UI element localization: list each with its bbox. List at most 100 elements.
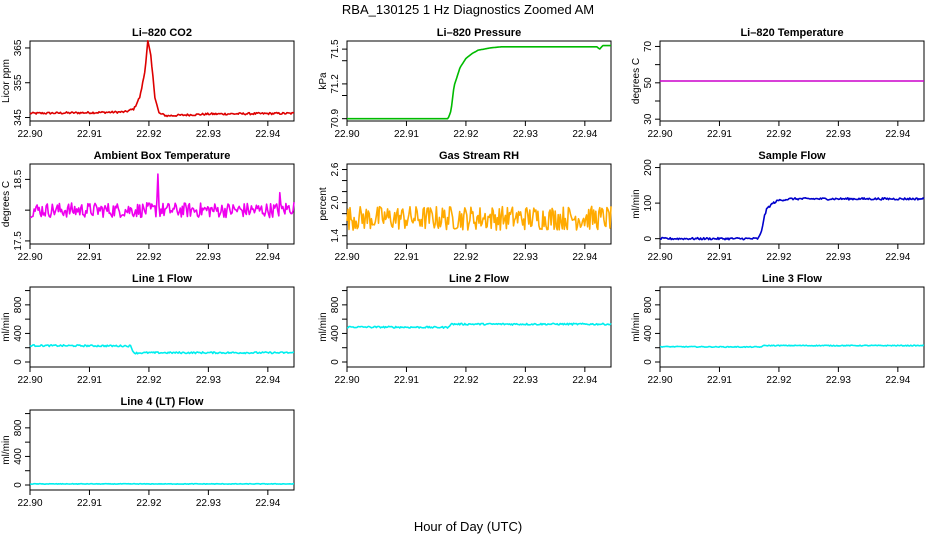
x-tick-label: 22.91 [707, 375, 732, 386]
plot-frame [659, 163, 925, 245]
x-tick-label: 22.90 [17, 498, 42, 509]
panel-title: Sample Flow [758, 150, 826, 162]
x-tick-label: 22.92 [136, 129, 161, 140]
y-tick-label: 1.4 [330, 228, 341, 242]
y-tick-label: 17.5 [13, 231, 24, 251]
series-line [29, 173, 295, 219]
x-tick-label: 22.94 [255, 498, 280, 509]
panel-title: Li–820 CO2 [132, 27, 192, 39]
x-tick-label: 22.91 [77, 375, 102, 386]
panel-8: Line 2 Flow ml/min 22.90 22.91 22.92 22.93 22.… [318, 273, 612, 386]
y-axis-label: percent [318, 187, 329, 221]
plot-frame [29, 163, 295, 245]
panel-9: Line 3 Flow ml/min 22.90 22.91 22.92 22.93 22.… [631, 273, 925, 386]
plot-frame [346, 40, 612, 122]
x-tick-label: 22.94 [255, 375, 280, 386]
x-tick-label: 22.93 [513, 375, 538, 386]
y-tick-label: 800 [330, 296, 341, 313]
panel-3: Li–820 Temperature degrees C 22.90 22.91 22.… [631, 27, 925, 140]
x-tick-label: 22.92 [453, 129, 478, 140]
x-tick-label: 22.94 [255, 129, 280, 140]
x-tick-label: 22.94 [885, 129, 910, 140]
plot-frame [346, 163, 612, 245]
x-tick-label: 22.91 [394, 252, 419, 263]
panel-title: Line 3 Flow [762, 273, 822, 285]
x-tick-label: 22.90 [334, 129, 359, 140]
y-tick-label: 2.0 [330, 195, 341, 209]
panel-10: Line 4 (LT) Flow ml/min 22.90 22.91 22.92 22.… [1, 396, 295, 509]
x-tick-label: 22.93 [513, 252, 538, 263]
y-tick-label: 0 [643, 235, 654, 241]
x-tick-label: 22.92 [136, 252, 161, 263]
x-tick-label: 22.93 [826, 129, 851, 140]
x-tick-label: 22.94 [885, 252, 910, 263]
series-line [346, 322, 612, 330]
x-tick-label: 22.91 [77, 252, 102, 263]
x-tick-label: 22.92 [766, 129, 791, 140]
y-tick-label: 365 [13, 39, 24, 56]
y-tick-label: 0 [643, 359, 654, 365]
y-tick-label: 0 [330, 359, 341, 365]
y-tick-label: 345 [13, 109, 24, 126]
x-tick-label: 22.94 [885, 375, 910, 386]
y-axis-label: ml/min [1, 435, 12, 464]
x-tick-label: 22.93 [196, 498, 221, 509]
panel-7: Line 1 Flow ml/min 22.90 22.91 22.92 22.93 22.… [1, 273, 295, 386]
x-tick-label: 22.93 [826, 375, 851, 386]
x-tick-label: 22.90 [17, 129, 42, 140]
x-tick-label: 22.90 [17, 375, 42, 386]
series-line [29, 343, 295, 355]
plot-frame [29, 409, 295, 491]
x-tick-label: 22.93 [826, 252, 851, 263]
y-tick-label: 800 [13, 296, 24, 313]
x-tick-label: 22.94 [572, 252, 597, 263]
x-tick-label: 22.94 [572, 375, 597, 386]
y-axis-label: ml/min [631, 189, 642, 218]
y-tick-label: 0 [13, 359, 24, 365]
y-tick-label: 2.6 [330, 162, 341, 176]
plot-frame [29, 286, 295, 368]
x-tick-label: 22.93 [513, 129, 538, 140]
x-tick-label: 22.93 [196, 252, 221, 263]
x-tick-label: 22.91 [707, 252, 732, 263]
y-axis-label: degrees C [1, 181, 12, 227]
x-tick-label: 22.90 [647, 252, 672, 263]
panel-4: Ambient Box Temperature degrees C 22.90 22.… [1, 150, 295, 263]
y-tick-label: 400 [13, 448, 24, 465]
panel-6: Sample Flow ml/min 22.90 22.91 22.92 22.93 22.… [631, 150, 925, 263]
x-tick-label: 22.91 [707, 129, 732, 140]
y-axis-label: Licor ppm [1, 59, 12, 103]
series-line [346, 205, 612, 231]
x-tick-label: 22.90 [647, 375, 672, 386]
panel-5: Gas Stream RH percent 22.90 22.91 22.92 22.93… [318, 150, 612, 263]
x-tick-label: 22.91 [394, 129, 419, 140]
x-tick-label: 22.92 [453, 375, 478, 386]
x-tick-label: 22.92 [136, 498, 161, 509]
panel-title: Line 4 (LT) Flow [121, 396, 204, 408]
x-tick-label: 22.94 [572, 129, 597, 140]
y-tick-label: 800 [643, 296, 654, 313]
y-axis-label: kPa [318, 72, 329, 90]
plot-frame [29, 40, 295, 122]
series-line [659, 197, 925, 241]
panels-group: Li–820 CO2 Licor ppm 22.90 22.91 22.92 22.93 2… [1, 27, 925, 509]
series-line [29, 39, 295, 118]
y-tick-label: 355 [13, 74, 24, 91]
series-line [347, 44, 611, 120]
plot-frame [659, 286, 925, 368]
x-tick-label: 22.90 [334, 252, 359, 263]
panel-title: Line 1 Flow [132, 273, 192, 285]
y-tick-label: 50 [643, 77, 654, 89]
y-tick-label: 400 [330, 325, 341, 342]
x-tick-label: 22.91 [77, 129, 102, 140]
x-tick-label: 22.92 [136, 375, 161, 386]
x-tick-label: 22.93 [196, 375, 221, 386]
y-tick-label: 400 [13, 325, 24, 342]
y-axis-label: ml/min [1, 312, 12, 341]
x-tick-label: 22.91 [394, 375, 419, 386]
y-axis-label: ml/min [631, 312, 642, 341]
y-axis-label: ml/min [318, 312, 329, 341]
x-tick-label: 22.91 [77, 498, 102, 509]
y-tick-label: 100 [643, 194, 654, 211]
